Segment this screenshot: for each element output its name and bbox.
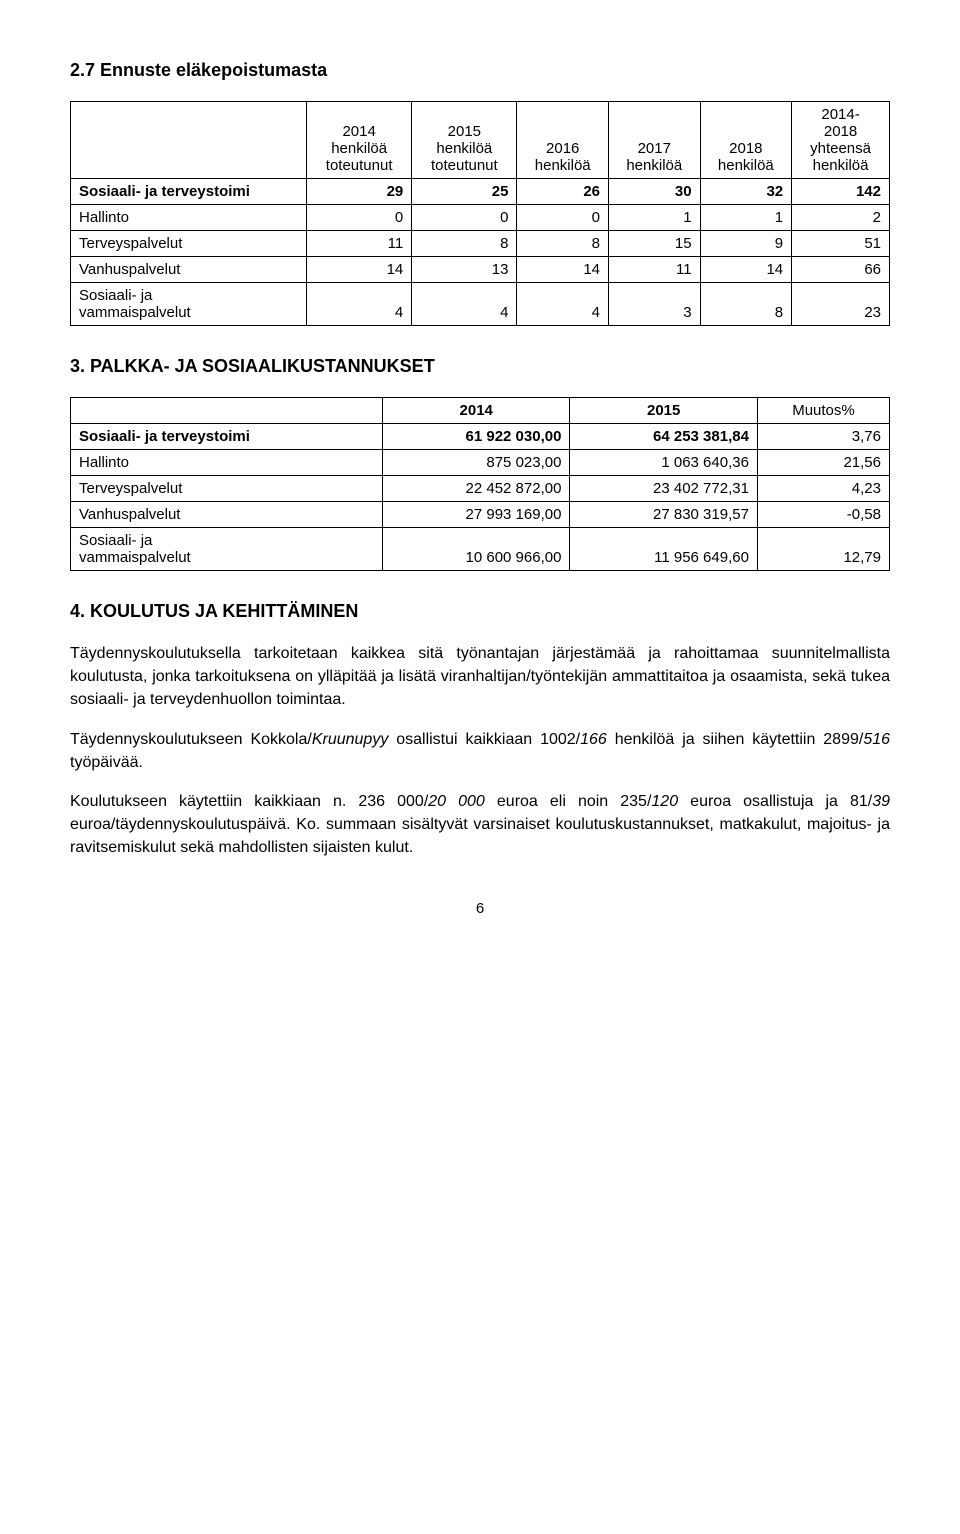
table-row: Vanhuspalvelut 27 993 169,00 27 830 319,…	[71, 502, 890, 528]
t1-r5-v2: 4	[517, 283, 609, 326]
t1-r4-v4: 14	[700, 257, 792, 283]
t1-r1-v5: 142	[792, 179, 890, 205]
t1-r4-v0: 14	[307, 257, 412, 283]
p3-i2: 120	[651, 793, 678, 810]
t1-r2-v2: 0	[517, 205, 609, 231]
t1-r5-v0: 4	[307, 283, 412, 326]
t1-r4-v3: 11	[609, 257, 701, 283]
p2-i: Kruunupyy	[312, 731, 389, 748]
t1-r2-label: Hallinto	[71, 205, 307, 231]
table-row: Hallinto 0 0 0 1 1 2	[71, 205, 890, 231]
t1-head-2016: 2016 henkilöä	[517, 102, 609, 179]
t2-r4-label: Vanhuspalvelut	[71, 502, 383, 528]
t2-r2-label: Hallinto	[71, 450, 383, 476]
t1-r2-v5: 2	[792, 205, 890, 231]
section-4-p2: Täydennyskoulutukseen Kokkola/Kruunupyy …	[70, 728, 890, 774]
section-4-title: 4. KOULUTUS JA KEHITTÄMINEN	[70, 601, 890, 622]
p2-c: henkilöä ja siihen käytettiin 2899/	[607, 731, 864, 748]
t2-head-2015: 2015	[570, 398, 757, 424]
t2-r4-v2: -0,58	[757, 502, 889, 528]
p3-d: euroa/täydennyskoulutuspäivä. Ko. summaa…	[70, 816, 890, 856]
t2-r1-v2: 3,76	[757, 424, 889, 450]
t2-head-empty	[71, 398, 383, 424]
t1-r3-v2: 8	[517, 231, 609, 257]
t1-r3-v5: 51	[792, 231, 890, 257]
p2-i2: 166	[580, 731, 607, 748]
t2-r3-v0: 22 452 872,00	[382, 476, 569, 502]
t1-r2-v3: 1	[609, 205, 701, 231]
t2-r4-v1: 27 830 319,57	[570, 502, 757, 528]
p2-b: osallistui kaikkiaan 1002/	[388, 731, 580, 748]
table-row: Vanhuspalvelut 14 13 14 11 14 66	[71, 257, 890, 283]
t1-r4-label: Vanhuspalvelut	[71, 257, 307, 283]
t1-r1-v3: 30	[609, 179, 701, 205]
t1-head-2015: 2015 henkilöä toteutunut	[412, 102, 517, 179]
t2-r1-v0: 61 922 030,00	[382, 424, 569, 450]
t1-r5-v5: 23	[792, 283, 890, 326]
p3-a: Koulutukseen käytettiin kaikkiaan n. 236…	[70, 793, 428, 810]
t1-r1-v0: 29	[307, 179, 412, 205]
table-row: Sosiaali- ja terveystoimi 61 922 030,00 …	[71, 424, 890, 450]
t2-head-2014: 2014	[382, 398, 569, 424]
t1-r3-v3: 15	[609, 231, 701, 257]
t1-r5-v4: 8	[700, 283, 792, 326]
p2-a: Täydennyskoulutukseen Kokkola/	[70, 731, 312, 748]
t1-head-2017: 2017 henkilöä	[609, 102, 701, 179]
t2-head-change: Muutos%	[757, 398, 889, 424]
p3-b: euroa eli noin 235/	[485, 793, 652, 810]
section-3-title: 3. PALKKA- JA SOSIAALIKUSTANNUKSET	[70, 356, 890, 377]
table-row: Hallinto 875 023,00 1 063 640,36 21,56	[71, 450, 890, 476]
t1-r1-v4: 32	[700, 179, 792, 205]
t1-r1-v2: 26	[517, 179, 609, 205]
t2-r3-v1: 23 402 772,31	[570, 476, 757, 502]
t1-r3-label: Terveyspalvelut	[71, 231, 307, 257]
t1-head-2018: 2018 henkilöä	[700, 102, 792, 179]
table-row: Sosiaali- ja terveystoimi 29 25 26 30 32…	[71, 179, 890, 205]
t2-r5-v2: 12,79	[757, 528, 889, 571]
t1-r1-v1: 25	[412, 179, 517, 205]
t1-r1-label: Sosiaali- ja terveystoimi	[71, 179, 307, 205]
t2-r2-v1: 1 063 640,36	[570, 450, 757, 476]
section-2-7-title: 2.7 Ennuste eläkepoistumasta	[70, 60, 890, 81]
t2-r3-v2: 4,23	[757, 476, 889, 502]
t2-r5-v1: 11 956 649,60	[570, 528, 757, 571]
t2-r1-label: Sosiaali- ja terveystoimi	[71, 424, 383, 450]
t1-r5-v1: 4	[412, 283, 517, 326]
p3-c: euroa osallistuja ja 81/	[678, 793, 872, 810]
t1-head-empty	[71, 102, 307, 179]
t1-r5-label: Sosiaali- ja vammaispalvelut	[71, 283, 307, 326]
t1-head-2014: 2014 henkilöä toteutunut	[307, 102, 412, 179]
t1-r4-v5: 66	[792, 257, 890, 283]
t2-r2-v0: 875 023,00	[382, 450, 569, 476]
section-4-p1: Täydennyskoulutuksella tarkoitetaan kaik…	[70, 642, 890, 712]
table-row: Sosiaali- ja vammaispalvelut 10 600 966,…	[71, 528, 890, 571]
t1-r5-v3: 3	[609, 283, 701, 326]
p2-i3: 516	[863, 731, 890, 748]
t2-r2-v2: 21,56	[757, 450, 889, 476]
t1-r4-v1: 13	[412, 257, 517, 283]
t2-r5-label: Sosiaali- ja vammaispalvelut	[71, 528, 383, 571]
p3-i: 20 000	[428, 793, 485, 810]
t1-r3-v4: 9	[700, 231, 792, 257]
t1-r2-v1: 0	[412, 205, 517, 231]
t1-r3-v1: 8	[412, 231, 517, 257]
table-row: Terveyspalvelut 22 452 872,00 23 402 772…	[71, 476, 890, 502]
t2-r4-v0: 27 993 169,00	[382, 502, 569, 528]
table-row: Sosiaali- ja vammaispalvelut 4 4 4 3 8 2…	[71, 283, 890, 326]
p3-i3: 39	[872, 793, 890, 810]
t1-r4-v2: 14	[517, 257, 609, 283]
t1-r2-v4: 1	[700, 205, 792, 231]
page-number: 6	[70, 900, 890, 917]
section-4-p3: Koulutukseen käytettiin kaikkiaan n. 236…	[70, 790, 890, 860]
t1-head-total: 2014- 2018 yhteensä henkilöä	[792, 102, 890, 179]
table-retirement-forecast: 2014 henkilöä toteutunut 2015 henkilöä t…	[70, 101, 890, 326]
t2-r3-label: Terveyspalvelut	[71, 476, 383, 502]
table-row: Terveyspalvelut 11 8 8 15 9 51	[71, 231, 890, 257]
table-salary-costs: 2014 2015 Muutos% Sosiaali- ja terveysto…	[70, 397, 890, 571]
t2-r1-v1: 64 253 381,84	[570, 424, 757, 450]
t1-r3-v0: 11	[307, 231, 412, 257]
p2-d: työpäivää.	[70, 754, 143, 771]
t1-r2-v0: 0	[307, 205, 412, 231]
t2-r5-v0: 10 600 966,00	[382, 528, 569, 571]
